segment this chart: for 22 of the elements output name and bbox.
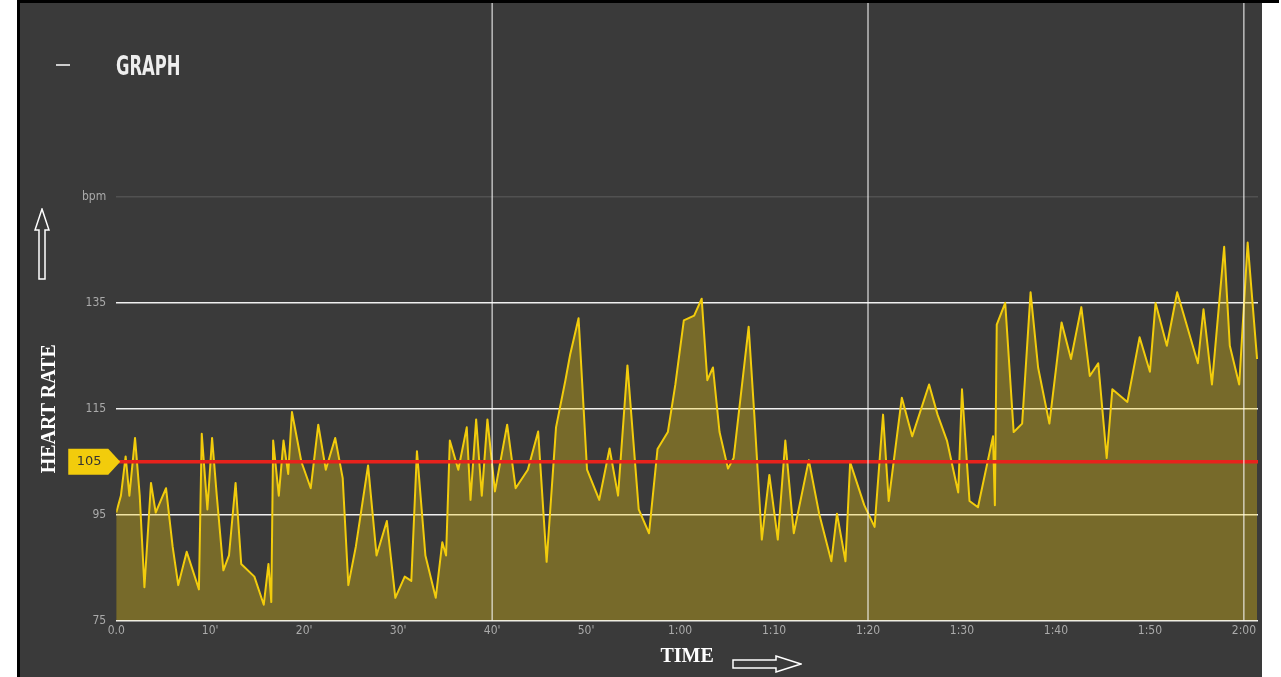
x-tick-label: 20' <box>295 622 313 637</box>
x-tick-label: 1:40 <box>1043 622 1069 637</box>
ref-line-label: 105 <box>76 453 102 469</box>
x-tick-label: 40' <box>483 622 501 637</box>
x-tick-label: 50' <box>577 622 595 637</box>
x-axis-title: TIME <box>660 644 714 667</box>
x-tick-label: 1:00 <box>667 622 693 637</box>
y-tick-label: 75 <box>92 612 107 627</box>
x-tick-label: 1:50 <box>1137 622 1163 637</box>
x-tick-label: 1:30 <box>949 622 975 637</box>
x-tick-label: 2:00 <box>1231 622 1257 637</box>
x-tick-label: 1:20 <box>855 622 881 637</box>
y-tick-label: 95 <box>92 506 107 521</box>
x-tick-label: 1:10 <box>761 622 787 637</box>
chart-title: GRAPH <box>116 51 181 81</box>
y-tick-label: bpm <box>81 189 107 204</box>
x-tick-label: 0.0 <box>107 622 125 637</box>
x-tick-label: 10' <box>201 622 219 637</box>
y-axis-title: HEART RATE <box>37 344 60 474</box>
x-tick-label: 30' <box>389 622 407 637</box>
y-tick-label: 115 <box>85 400 107 415</box>
y-tick-label: 135 <box>85 295 107 310</box>
